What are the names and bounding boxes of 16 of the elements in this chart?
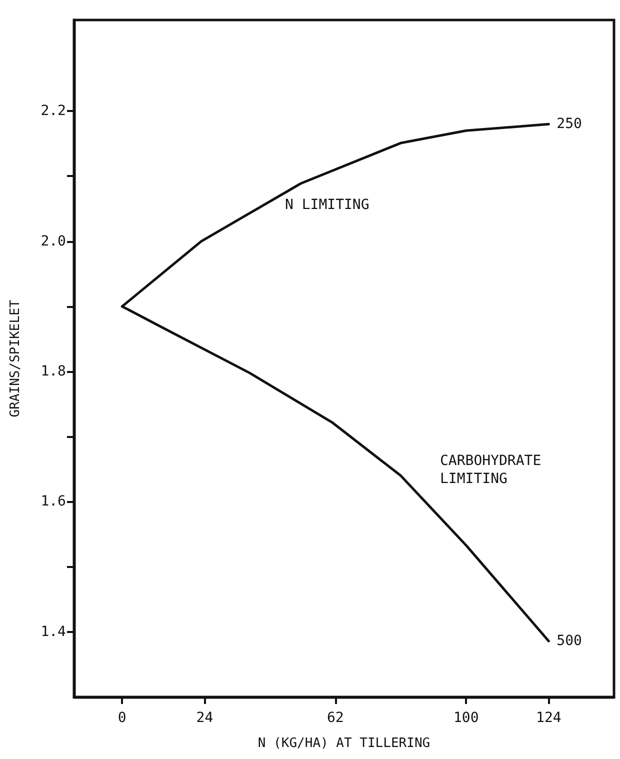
series-label: 250 <box>556 116 582 132</box>
annotation: CARBOHYDRATE LIMITING <box>440 453 542 487</box>
x-tick-label: 124 <box>536 710 562 726</box>
y-tick-label: 2.0 <box>40 233 66 250</box>
annotation: N LIMITING <box>285 197 370 213</box>
x-tick-label: 62 <box>326 710 344 726</box>
y-tick-label: 2.2 <box>40 103 66 120</box>
x-tick-label: 24 <box>196 710 214 726</box>
x-tick-label: 0 <box>118 710 126 726</box>
y-tick-label: 1.6 <box>40 494 66 510</box>
y-tick-label: 1.4 <box>40 624 66 640</box>
series-label: 500 <box>556 633 582 650</box>
x-tick-label: 100 <box>453 710 479 726</box>
x-axis-title: N (KG/HA) AT TILLERING <box>258 736 430 751</box>
y-tick-label: 1.8 <box>40 364 66 380</box>
y-axis-title: GRAINS/SPIKELET <box>8 300 23 418</box>
